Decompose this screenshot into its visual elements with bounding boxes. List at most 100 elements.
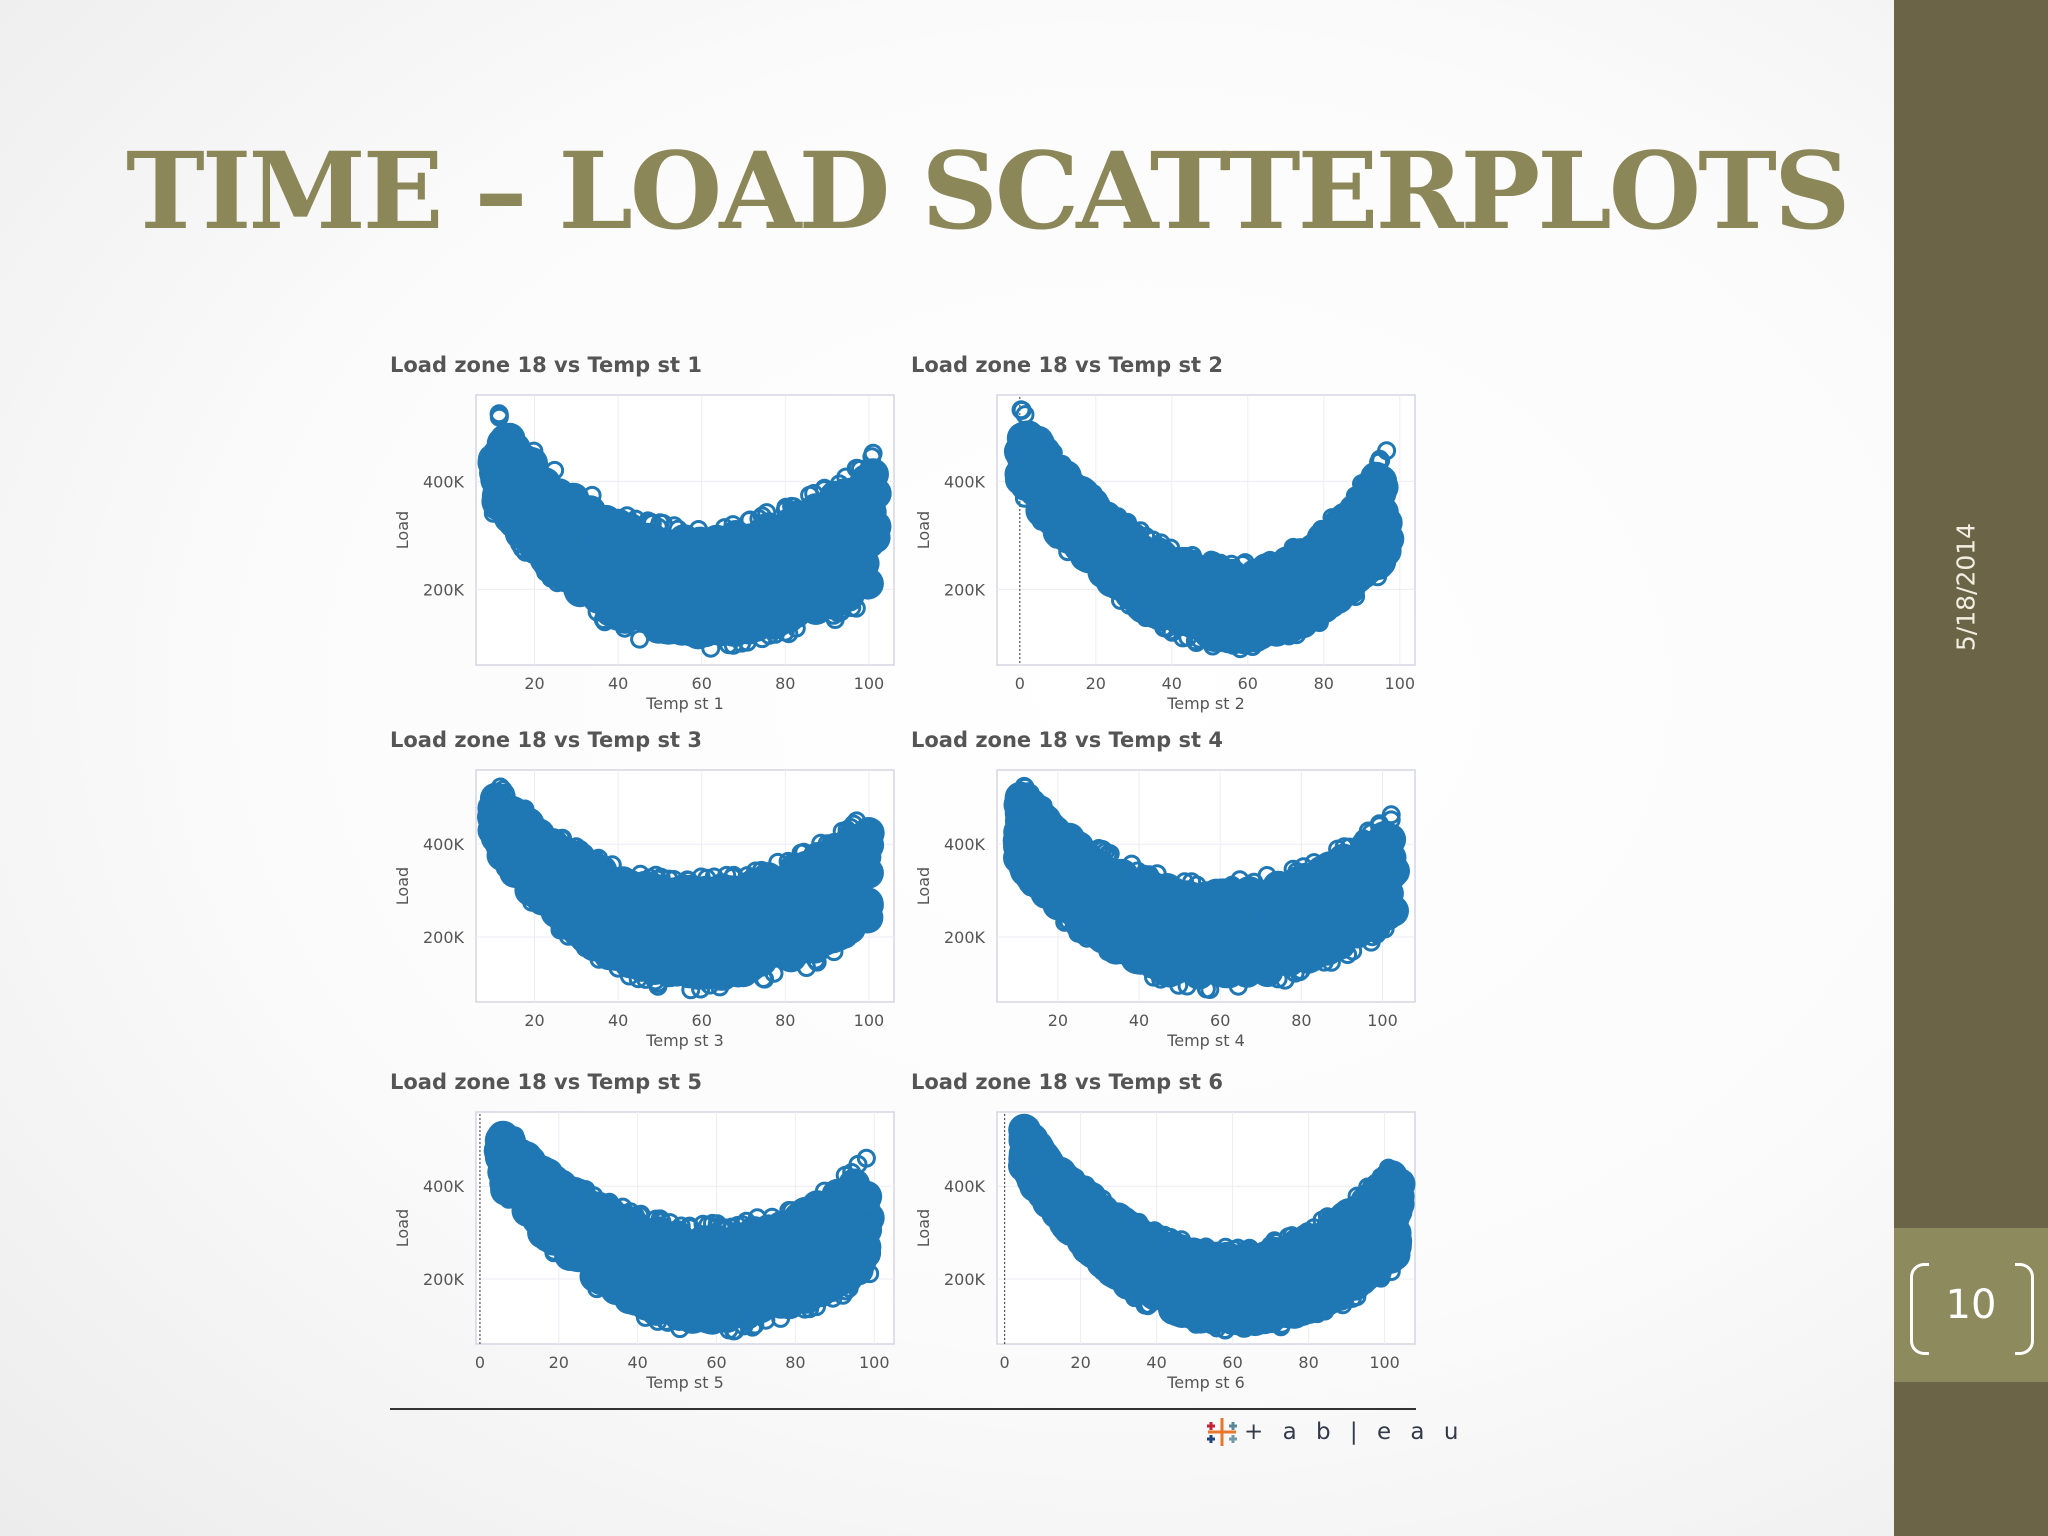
data-point [1033,474,1066,507]
data-point [755,969,775,989]
data-point [615,618,635,638]
x-axis-label: Temp st 3 [645,1031,724,1050]
data-point [679,870,699,890]
scatterplots-svg: Load zone 18 vs Temp st 1 20 40 60 80 100 200K… [390,353,1416,1392]
data-point [681,933,714,966]
data-point [1265,1231,1284,1251]
data-point [832,889,865,922]
x-tick-label: 60 [1238,674,1258,693]
data-point [1079,480,1099,499]
data-point [1087,862,1120,895]
data-point [1381,810,1401,830]
data-point [524,441,544,461]
data-point [1357,835,1390,868]
data-point [1011,400,1031,420]
data-point [1057,484,1090,516]
data-point [1052,454,1072,474]
data-point [1297,1222,1317,1242]
data-point [1068,923,1088,943]
slide-title: TIME – LOAD SCATTERPLOTS [126,128,1851,253]
data-point [765,1218,798,1251]
x-tick-label: 20 [524,674,544,693]
data-point [1129,1212,1149,1232]
data-point [779,1201,799,1220]
data-point [552,919,571,939]
data-point [1121,942,1154,975]
data-point [1057,853,1090,886]
data-point [1118,512,1137,532]
data-point [685,533,718,566]
x-axis-label: Temp st 1 [645,694,724,713]
data-point [1169,975,1189,995]
data-point [1211,553,1230,573]
data-point [497,1122,517,1142]
data-point [681,980,701,1000]
tableau-cross-icon [1207,1418,1237,1446]
data-point [1100,559,1133,592]
data-point [727,955,760,988]
data-point [630,629,650,649]
data-point [664,516,684,536]
x-tick-label: 40 [1146,1353,1166,1372]
right-brace-icon [2015,1263,2034,1355]
data-point [694,1302,726,1335]
data-point [776,499,796,519]
data-point [1361,823,1381,843]
x-tick-label: 60 [692,1011,712,1030]
data-point [1235,553,1255,573]
y-tick-label: 400K [944,472,986,491]
data-point [736,561,769,594]
y-tick-label: 200K [944,580,986,599]
data-point [1020,1119,1040,1139]
data-point [652,612,685,645]
data-point [553,828,572,848]
data-point [645,971,665,991]
data-point [570,840,590,859]
data-point [1350,881,1383,914]
data-point [1076,887,1109,920]
data-point [797,551,830,584]
data-point [495,858,515,878]
data-point [617,506,637,526]
data-point [483,503,503,523]
data-point [625,563,657,596]
data-point [839,1278,859,1298]
data-point [1271,1317,1291,1337]
data-point [1207,1318,1227,1338]
data-point [1003,816,1036,849]
x-tick-label: 100 [854,674,885,693]
data-point [1058,1162,1077,1182]
data-point [1187,875,1207,895]
data-point [715,518,735,538]
data-point [493,780,513,800]
data-point [680,1218,700,1238]
data-point [589,949,609,969]
data-point [1320,1208,1340,1228]
y-tick-label: 400K [423,472,465,491]
data-point [656,583,689,616]
data-point [1175,872,1195,892]
data-point [613,1197,633,1217]
x-tick-label: 100 [1385,674,1416,693]
data-point [1368,567,1388,587]
data-point [1304,853,1324,873]
x-tick-label: 100 [1367,1011,1398,1030]
data-point [578,546,611,579]
data-point [630,1205,650,1225]
data-point [550,550,583,583]
x-axis-label: Temp st 2 [1166,694,1245,713]
data-point [1293,857,1313,877]
data-point [1273,909,1306,942]
x-tick-label: 80 [785,1353,805,1372]
data-point [1093,1261,1113,1281]
data-point [1231,913,1264,946]
x-tick-label: 80 [775,1011,795,1030]
data-point [828,603,848,623]
data-point [1314,952,1334,972]
data-point [836,467,856,487]
data-point [728,1216,747,1235]
y-tick-label: 200K [423,580,465,599]
scatter-points [1002,781,1410,990]
data-point [815,478,834,498]
data-point [1151,533,1171,553]
